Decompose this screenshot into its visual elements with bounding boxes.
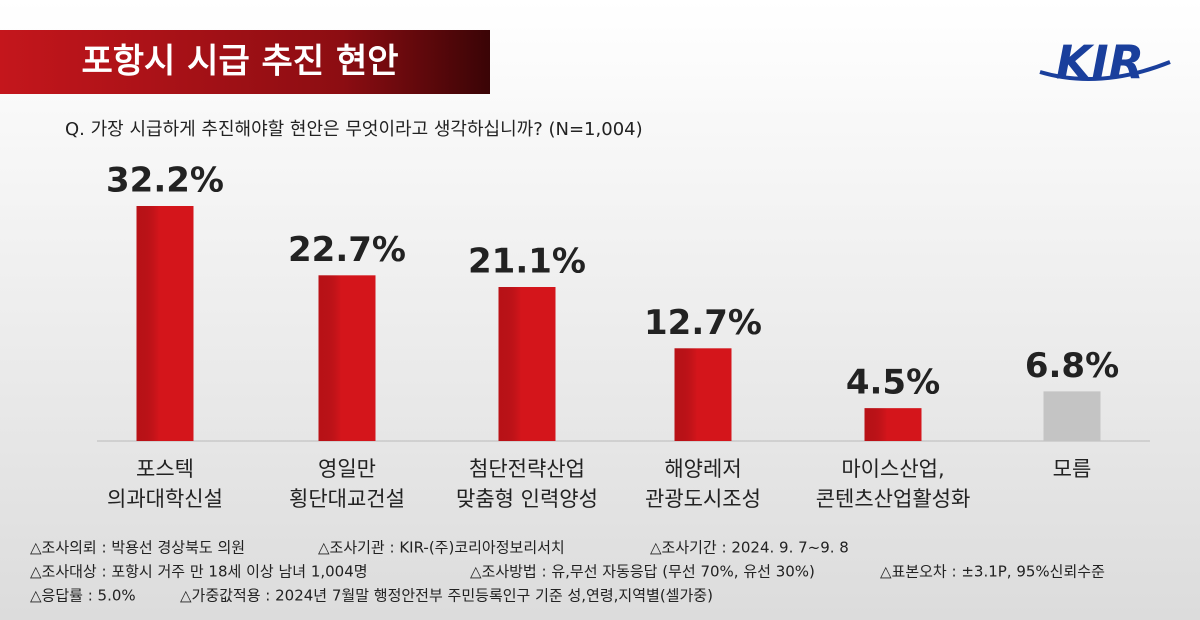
footer-note: △응답률 : 5.0% bbox=[30, 587, 136, 605]
value-label: 12.7% bbox=[644, 303, 762, 343]
value-label: 4.5% bbox=[846, 363, 940, 403]
footer-note: △조사기간 : 2024. 9. 7~9. 8 bbox=[650, 539, 849, 557]
category-label: 첨단전략산업 맞춤형 인력양성 bbox=[456, 457, 598, 511]
title-banner bbox=[0, 30, 490, 94]
question: Q. 가장 시급하게 추진해야할 현안은 무엇이라고 생각하십니까? (N=1,… bbox=[65, 119, 643, 140]
category-label: 마이스산업, 콘텐츠산업활성화 bbox=[816, 457, 971, 511]
value-label: 22.7% bbox=[288, 230, 406, 270]
category-label: 영일만 횡단대교건설 bbox=[289, 457, 405, 511]
footer-note: △조사대상 : 포항시 거주 만 18세 이상 남녀 1,004명 bbox=[30, 563, 368, 581]
value-label: 6.8% bbox=[1025, 346, 1119, 386]
footer-note: △조사기관 : KIR-(주)코리아정보리서치 bbox=[318, 539, 565, 557]
bar-shade bbox=[498, 287, 556, 441]
category-label: 해양레저 관광도시조성 bbox=[645, 457, 761, 511]
category-label: 모름 bbox=[1053, 457, 1092, 481]
bar-shade bbox=[674, 348, 732, 441]
bar-shade bbox=[318, 275, 376, 441]
bar bbox=[1043, 391, 1101, 441]
footer-note: △조사방법 : 유,무선 자동응답 (무선 70%, 유선 30%) bbox=[470, 563, 815, 581]
logo: KIR bbox=[1056, 36, 1144, 90]
footer-note: △표본오차 : ±3.1P, 95%신뢰수준 bbox=[880, 563, 1105, 581]
page-title: 포항시 시급 추진 현안 bbox=[81, 42, 398, 82]
category-label: 포스텍 의과대학신설 bbox=[107, 457, 223, 511]
footer-note: △조사의뢰 : 박용선 경상북도 의원 bbox=[30, 539, 245, 557]
logo-swoosh bbox=[1039, 60, 1171, 82]
bar-shade bbox=[136, 206, 194, 441]
bar-shade bbox=[864, 408, 922, 441]
footer-note: △가중값적용 : 2024년 7월말 행정안전부 주민등록인구 기준 성,연령,… bbox=[180, 587, 713, 605]
value-label: 32.2% bbox=[106, 161, 224, 201]
value-label: 21.1% bbox=[468, 242, 586, 282]
